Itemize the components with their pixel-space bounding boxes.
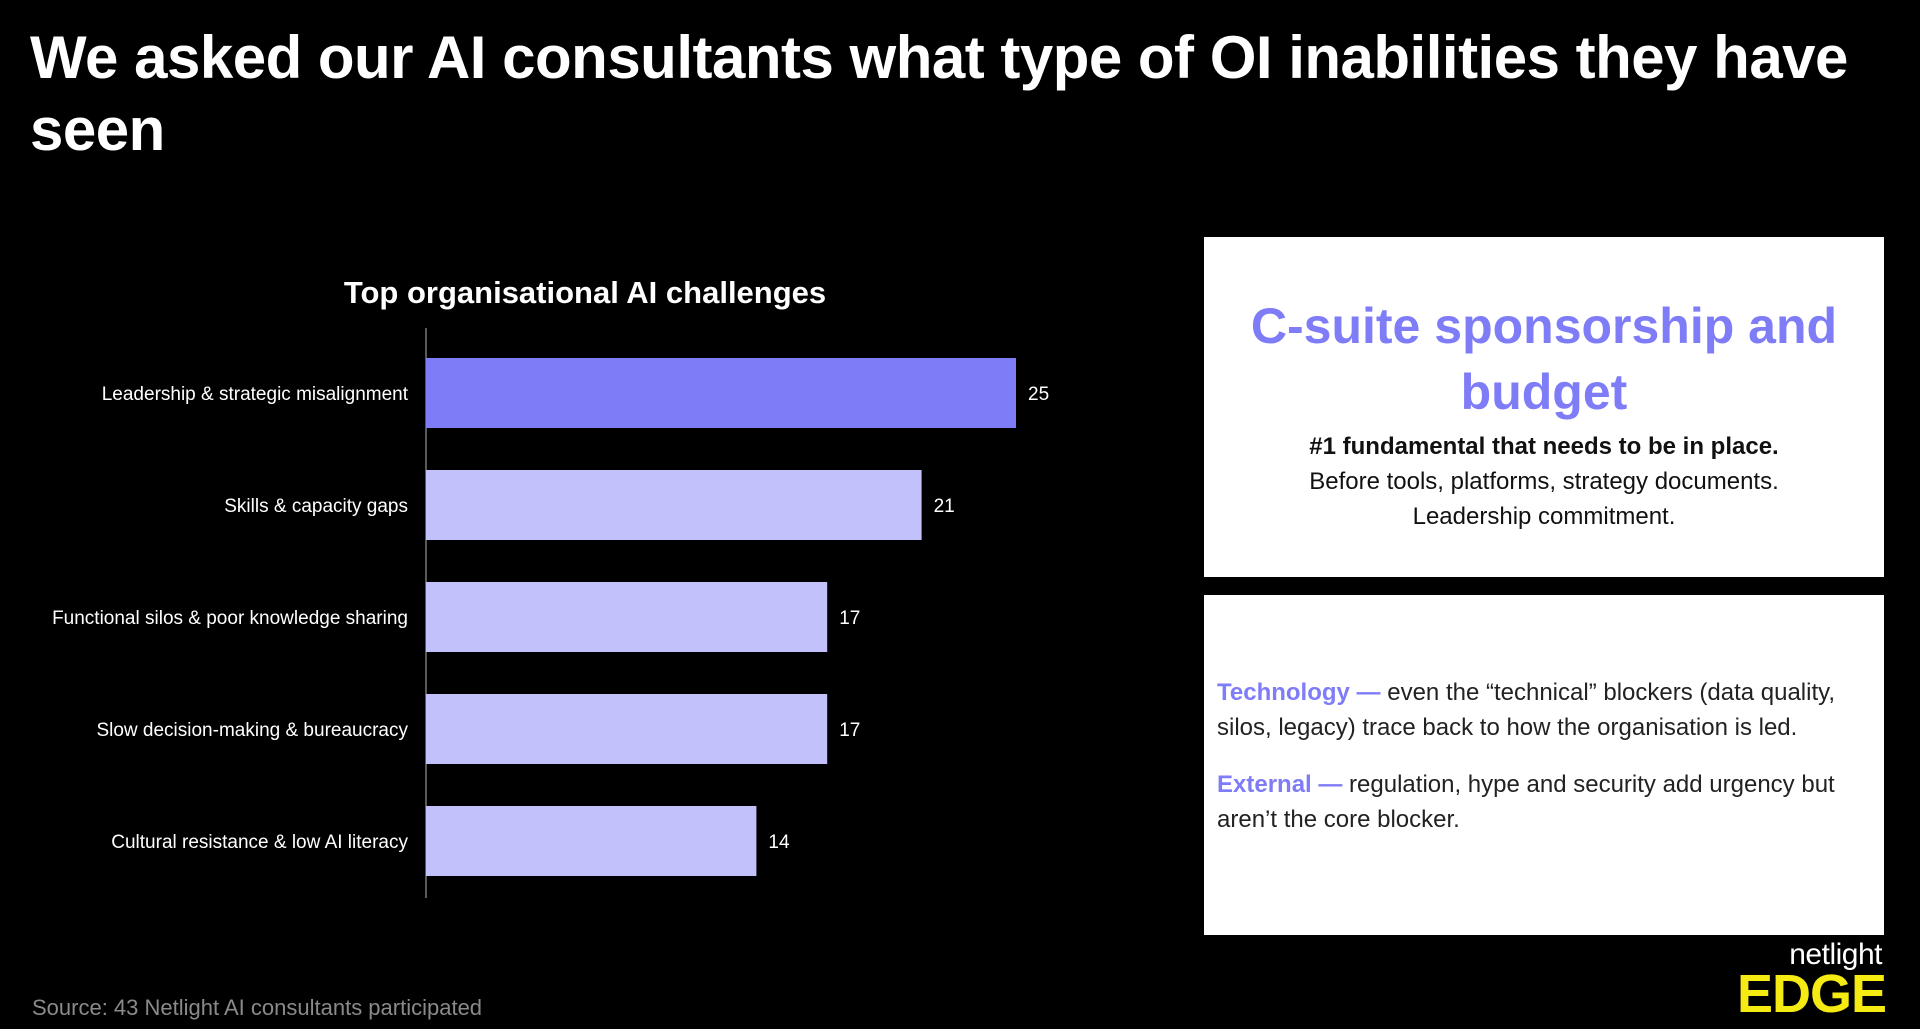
technology-key: Technology — <box>1217 679 1381 706</box>
card-strong-line: #1 fundamental that needs to be in place… <box>1309 433 1779 460</box>
card-headline: C-suite sponsorship and budget <box>1250 298 1838 420</box>
external-key: External — <box>1217 771 1343 798</box>
sponsorship-card: C-suite sponsorship and budget #1 fundam… <box>1204 237 1884 577</box>
data-label: 17 <box>839 608 860 629</box>
data-label: 21 <box>934 496 955 517</box>
netlight-edge-logo: netlight EDGE <box>1726 938 1887 1024</box>
chart-title: Top organisational AI challenges <box>344 275 826 310</box>
bar <box>426 694 828 764</box>
category-label: Functional silos & poor knowledge sharin… <box>52 608 408 629</box>
category-label: Leadership & strategic misalignment <box>102 384 409 405</box>
category-label: Slow decision-making & bureaucracy <box>96 720 408 741</box>
bar <box>426 358 1016 428</box>
logo-top-text: netlight <box>1789 938 1882 971</box>
source-note: Source: 43 Netlight AI consultants parti… <box>32 995 483 1020</box>
bar <box>426 806 757 876</box>
category-label: Cultural resistance & low AI literacy <box>111 832 408 853</box>
category-label: Skills & capacity gaps <box>224 496 408 517</box>
bar <box>426 470 922 540</box>
external-text: regulation, hype and security add urgenc… <box>1217 771 1835 833</box>
bar <box>426 582 828 652</box>
external-paragraph: External — regulation, hype and security… <box>1217 767 1870 837</box>
data-label: 17 <box>839 720 860 741</box>
page-title: We asked our AI consultants what type of… <box>30 24 1848 163</box>
technology-paragraph: Technology — even the “technical” blocke… <box>1217 675 1870 745</box>
blockers-card: Technology — even the “technical” blocke… <box>1204 595 1884 935</box>
card-line-2: Leadership commitment. <box>1412 503 1676 530</box>
logo-bottom-text: EDGE <box>1736 964 1887 1024</box>
card-line-1: Before tools, platforms, strategy docume… <box>1309 468 1779 495</box>
data-label: 25 <box>1028 384 1049 405</box>
bar-chart: Top organisational AI challenges Leadersh… <box>0 260 1120 920</box>
chart-svg: Top organisational AI challenges Leadersh… <box>52 275 1049 898</box>
technology-text: even the “technical” blockers (data qual… <box>1217 679 1836 741</box>
data-label: 14 <box>768 832 790 853</box>
